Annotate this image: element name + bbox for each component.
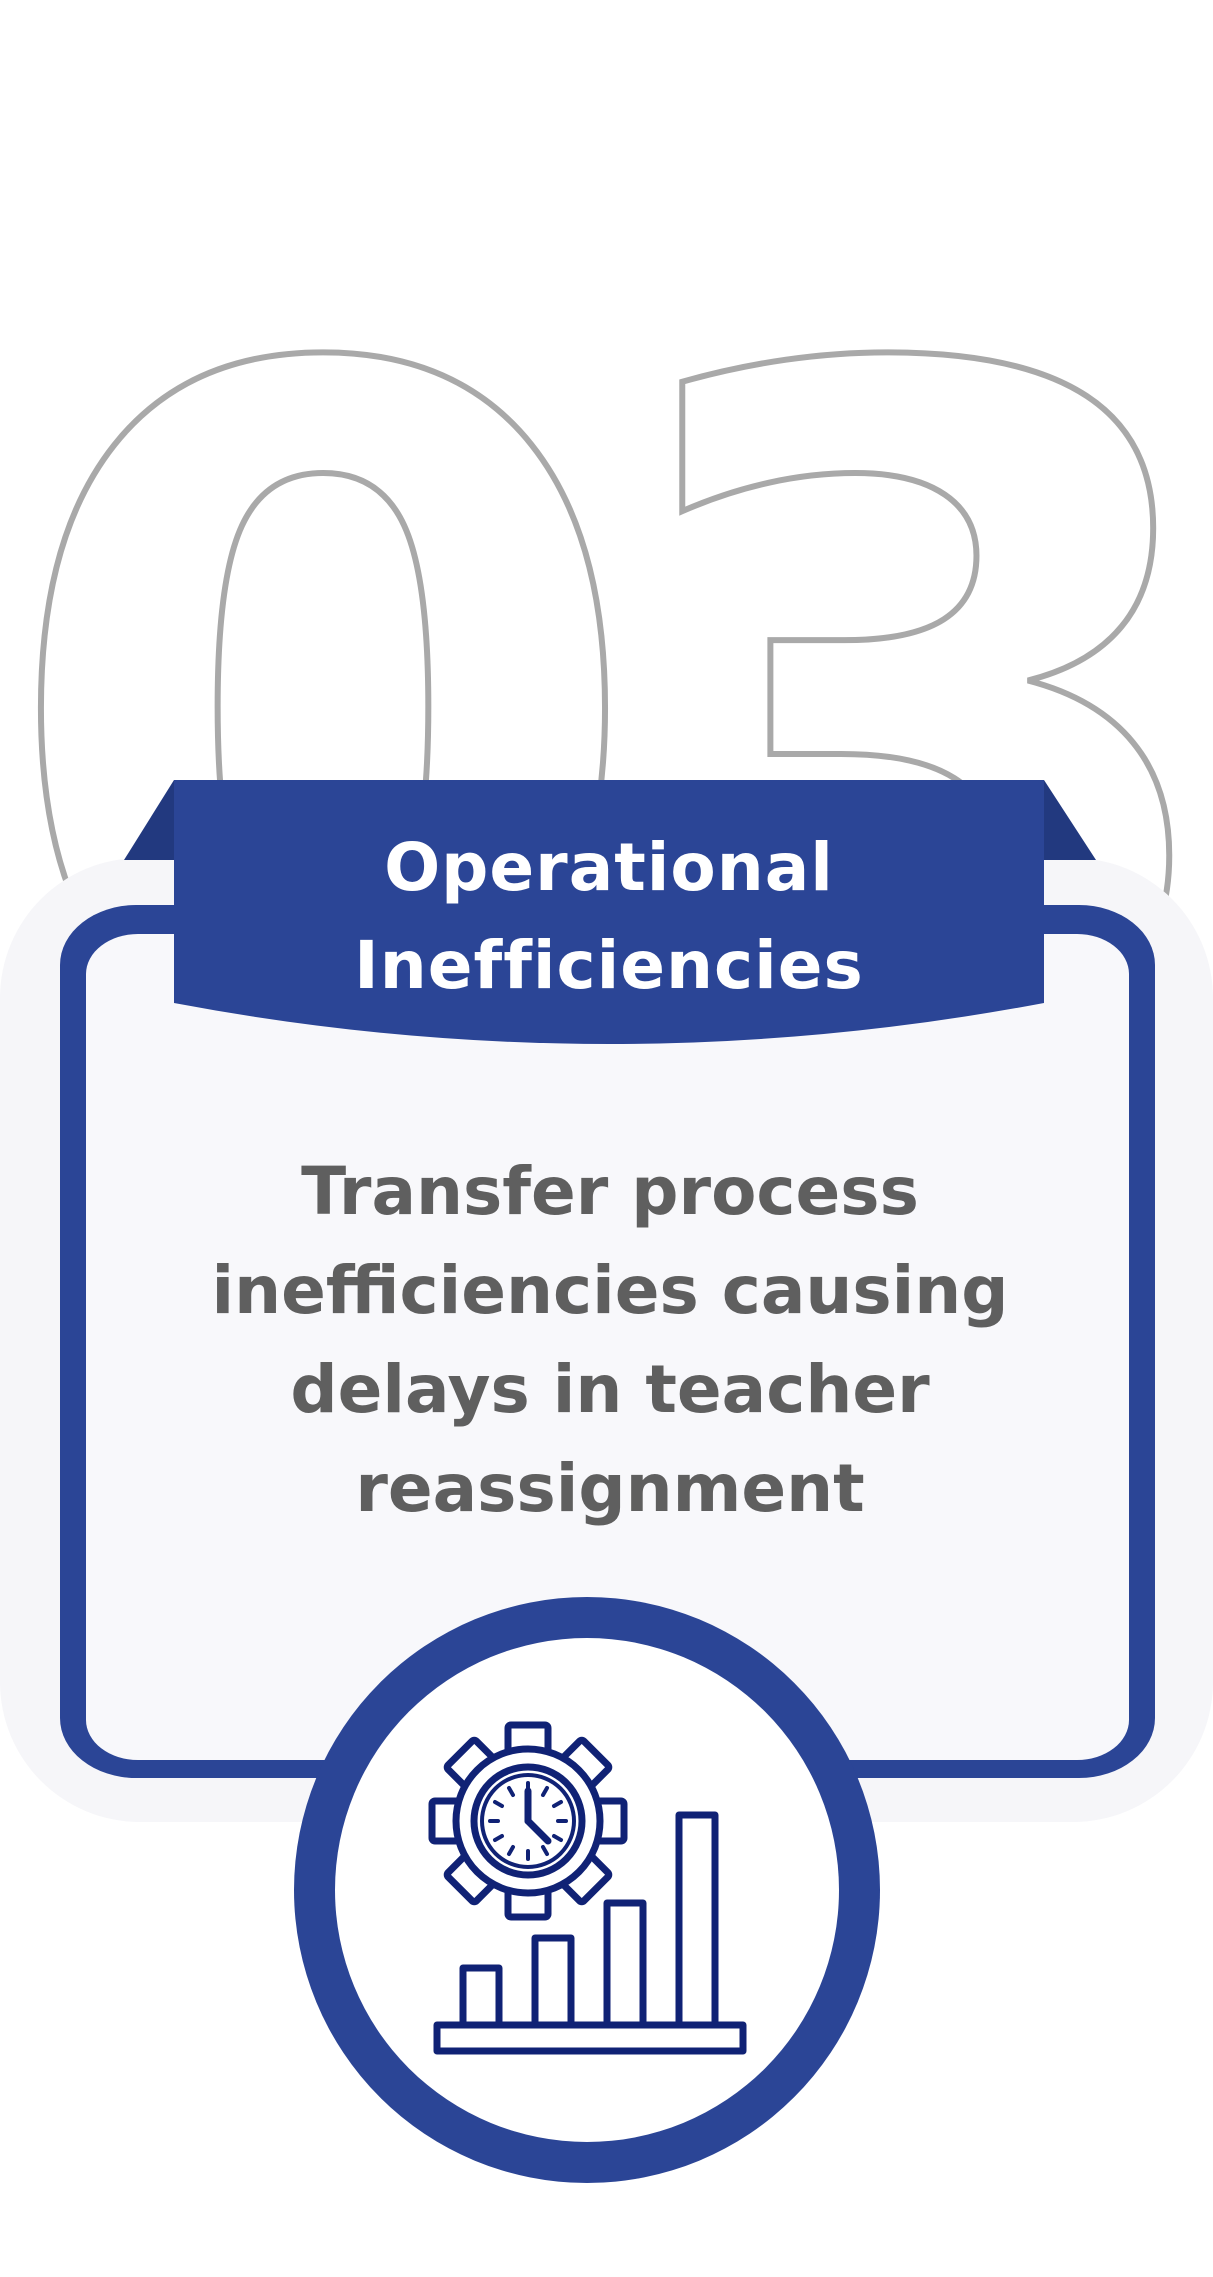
card-panel	[86, 934, 1129, 1760]
banner-title: Operational Inefficiencies	[354, 829, 864, 1004]
banner-fold-right	[1044, 780, 1096, 860]
banner-fold-left	[124, 780, 174, 860]
title-banner	[174, 780, 1044, 1044]
gear-clock-bar-chart-icon	[428, 1721, 747, 2055]
card-description: Transfer process inefficiencies causing …	[211, 1153, 1009, 1527]
